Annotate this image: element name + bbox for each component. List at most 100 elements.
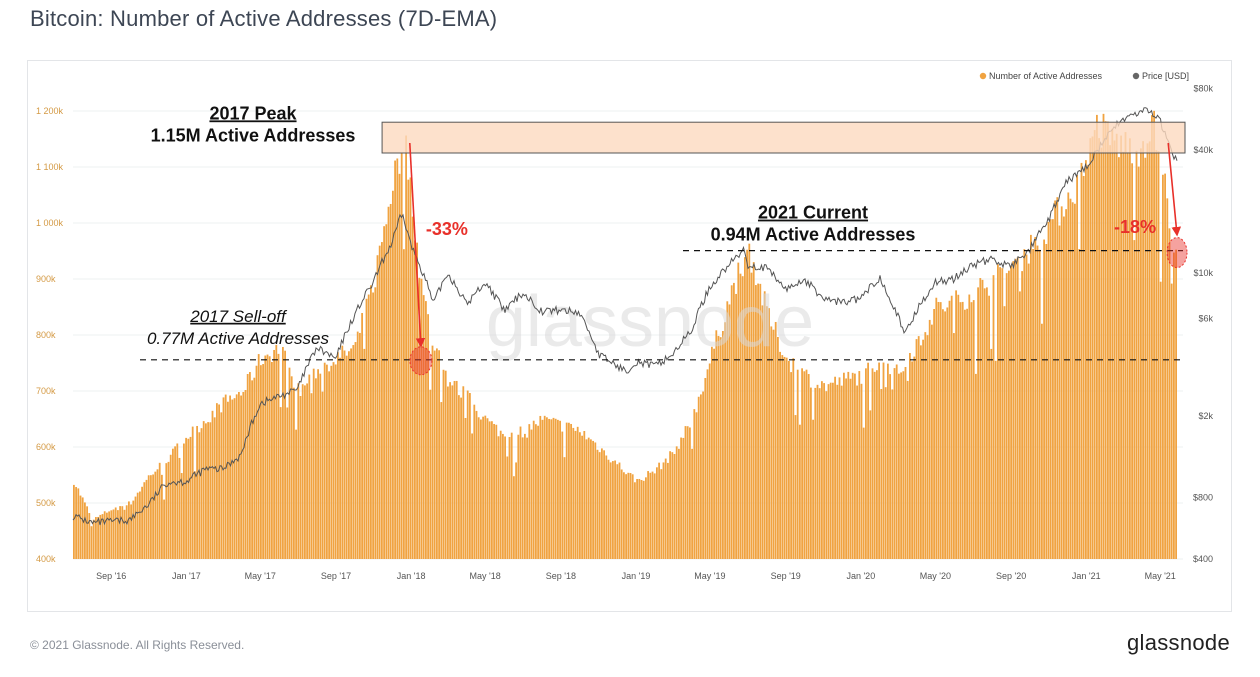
active-addresses-bar	[634, 482, 636, 559]
watermark: glassnode	[486, 282, 814, 362]
x-axis-tick-5: May '18	[469, 571, 500, 581]
active-addresses-bar	[409, 177, 412, 559]
active-addresses-bar	[851, 372, 854, 559]
active-addresses-bar	[678, 448, 680, 559]
active-addresses-bar	[1175, 249, 1177, 559]
active-addresses-bar	[814, 387, 817, 559]
active-addresses-bar	[189, 436, 192, 559]
active-addresses-bar	[964, 309, 966, 559]
active-addresses-bar	[779, 351, 781, 559]
active-addresses-bar	[231, 399, 234, 559]
active-addresses-bar	[570, 423, 572, 559]
active-addresses-bar	[759, 283, 762, 559]
active-addresses-bar	[858, 371, 861, 559]
chart-title: Bitcoin: Number of Active Addresses (7D-…	[30, 6, 498, 31]
active-addresses-bar	[1027, 263, 1030, 559]
active-addresses-bar	[154, 471, 157, 559]
active-addresses-bar	[953, 333, 955, 559]
active-addresses-bar	[86, 506, 88, 559]
active-addresses-bar	[1124, 132, 1127, 559]
active-addresses-bar	[416, 242, 418, 559]
active-addresses-bar	[466, 390, 469, 559]
active-addresses-bar	[398, 173, 401, 559]
active-addresses-bar	[816, 384, 819, 559]
active-addresses-bar	[521, 437, 524, 559]
active-addresses-bar	[255, 365, 258, 559]
active-addresses-bar	[924, 332, 927, 559]
active-addresses-bar	[433, 350, 436, 559]
active-addresses-bar	[246, 374, 249, 559]
active-addresses-bar	[722, 331, 724, 559]
active-addresses-bar	[594, 442, 597, 559]
active-addresses-bar	[491, 421, 493, 559]
active-addresses-bar	[585, 439, 588, 559]
active-addresses-bar	[928, 319, 931, 559]
active-addresses-bar	[889, 374, 891, 559]
active-addresses-bar	[887, 363, 889, 559]
active-addresses-bar	[81, 497, 84, 559]
active-addresses-bar	[1003, 306, 1006, 559]
active-addresses-bar	[477, 417, 480, 559]
active-addresses-bar	[653, 473, 656, 559]
active-addresses-bar	[548, 418, 550, 559]
active-addresses-bar	[165, 463, 168, 559]
active-addresses-bar	[449, 382, 451, 559]
active-addresses-bar	[673, 454, 676, 559]
right-axis-tick-5: $40k	[1193, 145, 1213, 155]
active-addresses-bar	[97, 516, 99, 559]
active-addresses-bar	[649, 472, 652, 559]
active-addresses-bar	[1131, 163, 1133, 559]
active-addresses-bar	[711, 346, 713, 559]
active-addresses-bar	[392, 190, 394, 559]
active-addresses-bar	[849, 378, 852, 559]
active-addresses-bar	[946, 307, 949, 559]
active-addresses-bar	[631, 474, 634, 559]
active-addresses-bar	[367, 294, 370, 559]
active-addresses-bar	[948, 300, 951, 559]
active-addresses-bar	[515, 462, 517, 559]
active-addresses-bar	[554, 418, 557, 559]
active-addresses-bar	[330, 365, 333, 559]
active-addresses-bar	[950, 295, 953, 559]
active-addresses-bar	[136, 492, 139, 559]
active-addresses-bar	[825, 391, 828, 559]
left-axis-tick-5: 900k	[36, 274, 56, 284]
active-addresses-bar	[664, 458, 667, 559]
active-addresses-bar	[187, 438, 190, 559]
active-addresses-bar	[209, 422, 212, 559]
active-addresses-bar	[596, 449, 599, 559]
active-addresses-bar	[856, 385, 858, 559]
active-addresses-bar	[1091, 136, 1094, 559]
active-addresses-bar	[1025, 254, 1028, 559]
active-addresses-bar	[1008, 270, 1010, 559]
active-addresses-bar	[878, 362, 880, 559]
active-addresses-bar	[200, 428, 203, 559]
active-addresses-bar	[75, 487, 77, 559]
arrow-2018-label: -33%	[426, 219, 468, 239]
active-addresses-bar	[999, 267, 1001, 559]
active-addresses-bar	[1111, 128, 1114, 560]
active-addresses-bar	[1146, 143, 1149, 560]
active-addresses-bar	[917, 336, 920, 559]
active-addresses-bar	[119, 506, 121, 559]
active-addresses-bar	[893, 368, 896, 559]
active-addresses-bar	[317, 369, 319, 559]
active-addresses-bar	[1010, 265, 1012, 559]
active-addresses-bar	[847, 371, 850, 559]
active-addresses-bar	[627, 472, 630, 559]
active-addresses-bar	[90, 526, 93, 559]
active-addresses-bar	[792, 358, 795, 559]
active-addresses-bar	[464, 417, 467, 559]
active-addresses-bar	[572, 427, 575, 559]
active-addresses-bar	[884, 387, 887, 559]
active-addresses-bar	[1170, 283, 1173, 559]
active-addresses-bar	[1100, 147, 1103, 560]
active-addresses-bar	[400, 152, 403, 559]
active-addresses-bar	[1096, 114, 1098, 560]
active-addresses-bar	[519, 426, 522, 559]
active-addresses-bar	[1067, 192, 1070, 559]
active-addresses-bar	[315, 378, 317, 559]
active-addresses-bar	[708, 363, 711, 559]
active-addresses-bar	[251, 380, 253, 559]
active-addresses-bar	[752, 262, 755, 559]
